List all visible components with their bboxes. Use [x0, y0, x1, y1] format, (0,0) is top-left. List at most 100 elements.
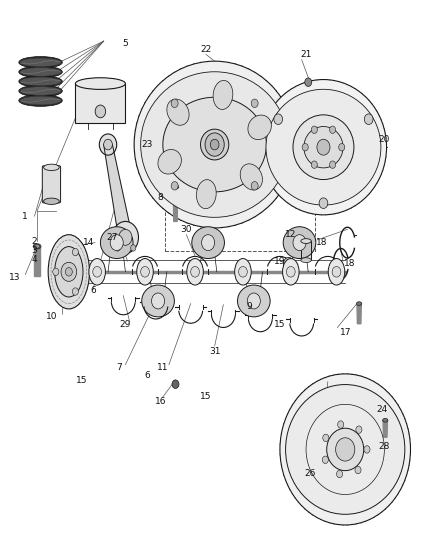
Circle shape — [329, 126, 336, 133]
Circle shape — [329, 161, 336, 168]
Ellipse shape — [280, 374, 410, 525]
Ellipse shape — [213, 80, 233, 109]
Ellipse shape — [35, 245, 40, 248]
Polygon shape — [383, 420, 388, 437]
Ellipse shape — [283, 259, 299, 285]
Circle shape — [319, 198, 328, 208]
Ellipse shape — [20, 68, 61, 76]
Text: 22: 22 — [200, 45, 212, 54]
Polygon shape — [173, 187, 178, 221]
Ellipse shape — [235, 259, 251, 285]
Polygon shape — [35, 246, 40, 276]
Text: 7: 7 — [116, 363, 122, 372]
Circle shape — [251, 99, 258, 108]
Text: 26: 26 — [305, 469, 316, 478]
Ellipse shape — [20, 87, 61, 95]
Circle shape — [322, 456, 328, 464]
Circle shape — [53, 268, 59, 276]
Text: 15: 15 — [200, 392, 212, 401]
Ellipse shape — [141, 72, 289, 217]
Circle shape — [172, 380, 179, 389]
Polygon shape — [357, 304, 361, 324]
Ellipse shape — [44, 198, 59, 205]
Circle shape — [171, 182, 178, 190]
Circle shape — [311, 126, 318, 133]
Ellipse shape — [304, 126, 343, 168]
Circle shape — [251, 182, 258, 190]
Circle shape — [110, 235, 123, 251]
Text: 6: 6 — [144, 370, 150, 379]
Ellipse shape — [327, 428, 364, 471]
Polygon shape — [301, 241, 311, 260]
Ellipse shape — [383, 418, 388, 422]
Circle shape — [93, 266, 102, 277]
Circle shape — [293, 235, 306, 251]
Circle shape — [61, 262, 77, 281]
Circle shape — [355, 466, 361, 474]
Text: 16: 16 — [155, 397, 166, 406]
Circle shape — [104, 139, 113, 150]
Text: 3: 3 — [31, 246, 37, 255]
Circle shape — [356, 426, 362, 433]
Text: 23: 23 — [141, 140, 153, 149]
Ellipse shape — [20, 58, 61, 67]
Ellipse shape — [293, 115, 354, 180]
Circle shape — [317, 139, 330, 155]
Circle shape — [95, 105, 106, 118]
Circle shape — [364, 114, 373, 125]
Ellipse shape — [20, 77, 61, 86]
Ellipse shape — [286, 384, 405, 514]
Circle shape — [113, 221, 138, 253]
Circle shape — [99, 134, 117, 155]
Ellipse shape — [237, 285, 270, 317]
Text: 24: 24 — [377, 405, 388, 414]
Text: 4: 4 — [31, 255, 37, 264]
Ellipse shape — [134, 61, 295, 228]
Ellipse shape — [301, 258, 311, 263]
Circle shape — [286, 266, 295, 277]
Ellipse shape — [240, 164, 262, 190]
Circle shape — [274, 114, 283, 125]
Ellipse shape — [55, 247, 83, 297]
Text: 31: 31 — [209, 347, 220, 356]
Text: 18: 18 — [344, 260, 355, 268]
Circle shape — [305, 78, 312, 86]
Text: 21: 21 — [300, 50, 312, 59]
Ellipse shape — [158, 150, 181, 174]
Ellipse shape — [248, 115, 272, 140]
Circle shape — [336, 438, 355, 461]
Ellipse shape — [167, 99, 189, 125]
Circle shape — [191, 266, 199, 277]
Ellipse shape — [192, 227, 224, 259]
Circle shape — [65, 268, 72, 276]
Text: 15: 15 — [76, 376, 88, 385]
Ellipse shape — [33, 244, 41, 249]
Circle shape — [338, 421, 344, 428]
Circle shape — [332, 266, 341, 277]
Circle shape — [141, 266, 149, 277]
Ellipse shape — [283, 227, 316, 259]
Circle shape — [311, 161, 318, 168]
Ellipse shape — [266, 90, 381, 205]
Circle shape — [152, 293, 165, 309]
Text: 14: 14 — [83, 238, 94, 247]
Circle shape — [171, 99, 178, 108]
Text: 28: 28 — [379, 442, 390, 451]
Ellipse shape — [48, 235, 89, 309]
FancyBboxPatch shape — [42, 166, 60, 203]
Ellipse shape — [20, 96, 61, 105]
Ellipse shape — [19, 85, 62, 97]
Text: 19: 19 — [274, 257, 286, 265]
Circle shape — [339, 143, 345, 151]
Ellipse shape — [328, 259, 345, 285]
Text: 11: 11 — [157, 363, 168, 372]
Ellipse shape — [260, 79, 387, 215]
Text: 13: 13 — [9, 272, 20, 281]
Text: 17: 17 — [339, 328, 351, 337]
Circle shape — [239, 266, 247, 277]
FancyBboxPatch shape — [75, 84, 125, 123]
Text: 1: 1 — [22, 212, 28, 221]
Circle shape — [201, 235, 215, 251]
Circle shape — [210, 139, 219, 150]
Text: 29: 29 — [120, 320, 131, 329]
